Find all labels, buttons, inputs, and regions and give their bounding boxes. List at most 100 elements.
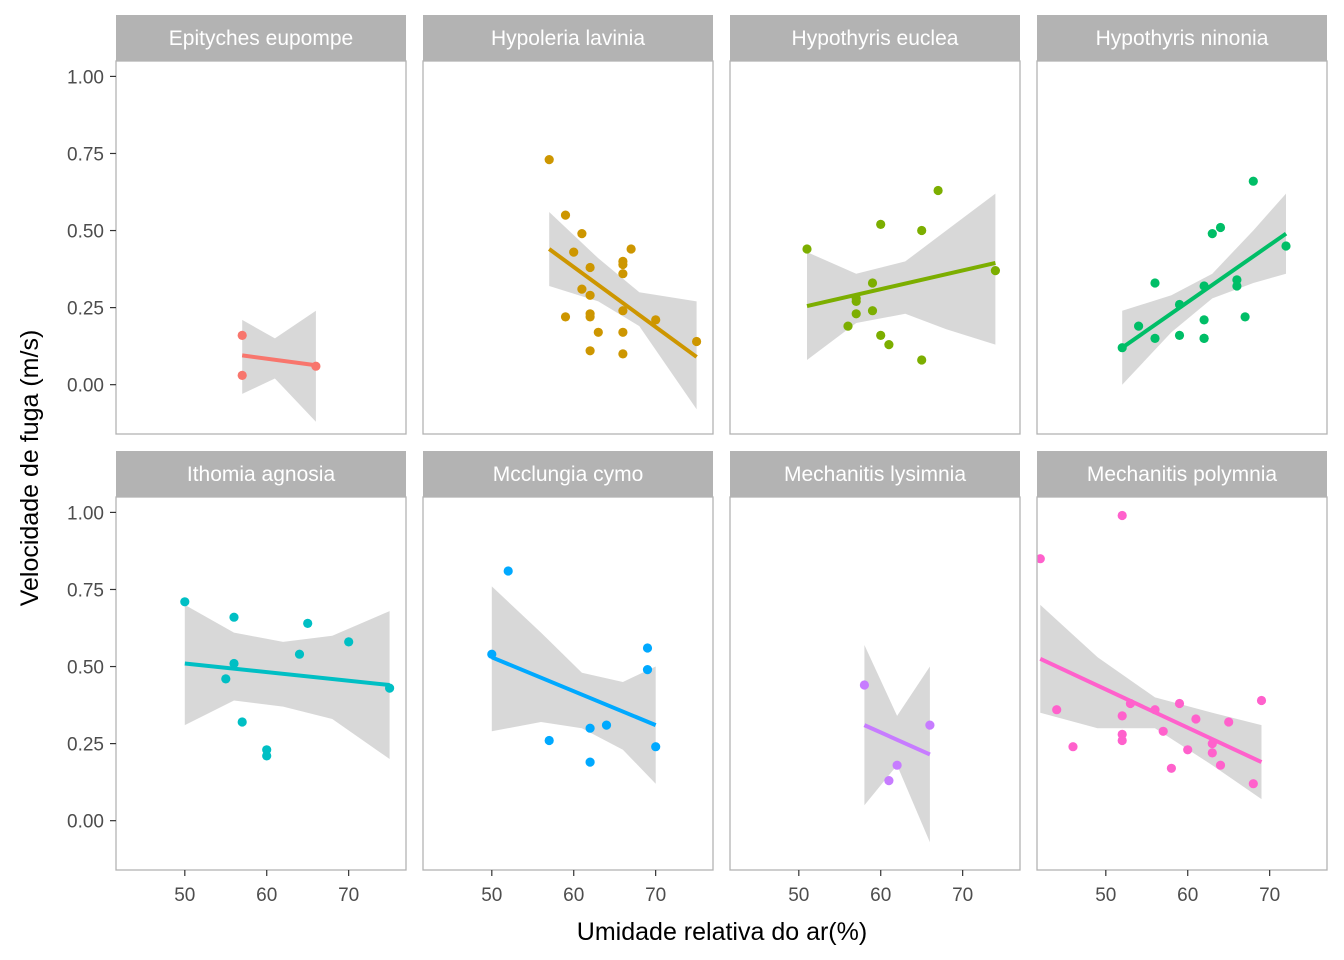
- y-tick-label: 0.25: [67, 299, 104, 320]
- y-tick-label: 0.75: [67, 580, 104, 601]
- data-point: [843, 321, 853, 331]
- facet-panels: Epityches eupompe Hypoleria lavinia Hypoth…: [115, 15, 1328, 871]
- data-point: [1150, 278, 1160, 288]
- data-point: [585, 757, 595, 767]
- regression-line: [863, 723, 931, 757]
- x-tick-label: 50: [1095, 885, 1116, 906]
- strip-label: Hypothyris euclea: [792, 27, 959, 50]
- panel-hypothyris-euclea: Hypothyris euclea: [729, 15, 1021, 435]
- y-axis-title: Velocidade de fuga (m/s): [16, 330, 44, 607]
- data-point: [303, 618, 313, 629]
- x-tick-label: 50: [174, 885, 195, 906]
- data-point: [593, 327, 603, 337]
- data-point: [867, 306, 878, 316]
- data-point: [237, 717, 247, 727]
- data-point: [1191, 714, 1201, 724]
- regression-line: [184, 661, 390, 688]
- y-tick-label: 0.00: [67, 812, 104, 833]
- x-tick-label: 60: [256, 885, 277, 906]
- data-point: [237, 330, 247, 340]
- panel-hypoleria-lavinia: Hypoleria lavinia: [422, 15, 714, 435]
- panel-border: [729, 496, 1021, 871]
- data-point: [651, 315, 661, 325]
- x-tick-label: 60: [563, 885, 584, 906]
- data-point: [577, 229, 587, 239]
- data-point: [1174, 698, 1185, 709]
- data-point: [585, 723, 595, 733]
- data-point: [1248, 779, 1258, 789]
- data-point: [569, 247, 579, 257]
- strip-hypothyris-ninonia: [1037, 15, 1327, 61]
- y-tick-label: 0.00: [67, 376, 104, 397]
- strip-hypoleria-lavinia: [423, 15, 713, 61]
- data-point: [618, 259, 628, 270]
- data-point: [1207, 229, 1217, 239]
- plot-area: [859, 645, 935, 843]
- data-point: [884, 340, 894, 350]
- data-point: [1232, 281, 1242, 291]
- strip-label: Mechanitis polymnia: [1087, 463, 1278, 486]
- data-point: [344, 637, 354, 647]
- data-point: [642, 643, 653, 653]
- plot-area: [237, 310, 321, 422]
- y-tick-label: 0.50: [67, 222, 104, 243]
- panel-border: [1036, 496, 1328, 871]
- panel-border: [1036, 60, 1328, 435]
- data-point: [618, 306, 628, 316]
- regression-line: [491, 655, 657, 727]
- data-point: [1248, 176, 1258, 186]
- plot-area: [544, 155, 702, 410]
- data-point: [585, 262, 595, 273]
- panel-border: [422, 60, 714, 435]
- data-point: [585, 312, 595, 322]
- plot-area: [180, 597, 395, 761]
- data-point: [1150, 333, 1160, 343]
- x-tick-label: 50: [481, 885, 502, 906]
- data-point: [229, 612, 239, 622]
- data-point: [990, 266, 1001, 276]
- data-point: [1207, 748, 1217, 758]
- x-tick-label: 70: [645, 885, 666, 906]
- data-point: [294, 649, 305, 659]
- y-tick-label: 0.25: [67, 735, 104, 756]
- panel-mechanitis-polymnia: Mechanitis polymnia: [1036, 451, 1328, 871]
- data-point: [601, 720, 612, 730]
- data-point: [1117, 735, 1127, 746]
- data-point: [1166, 763, 1176, 773]
- data-point: [1158, 726, 1168, 736]
- strip-label: Mcclungia cymo: [493, 463, 644, 486]
- panel-mcclungia-cymo: Mcclungia cymo: [422, 451, 714, 871]
- data-point: [933, 185, 943, 196]
- strip-label: Hypoleria lavinia: [491, 27, 645, 50]
- plot-area: [487, 566, 661, 784]
- strip-label: Ithomia agnosia: [187, 463, 336, 486]
- data-point: [876, 330, 886, 340]
- data-point: [1174, 330, 1185, 340]
- data-point: [585, 290, 595, 300]
- y-tick-label: 0.50: [67, 658, 104, 679]
- strip-epityches-eupompe: [116, 15, 406, 61]
- regression-line: [1039, 657, 1263, 764]
- data-point: [618, 327, 628, 337]
- data-point: [917, 225, 927, 236]
- data-point: [618, 349, 628, 359]
- panel-mechanitis-lysimnia: Mechanitis lysimnia: [729, 451, 1021, 871]
- regression-line: [241, 353, 317, 368]
- data-point: [1117, 711, 1127, 721]
- data-point: [867, 278, 878, 288]
- strip-label: Epityches eupompe: [169, 27, 353, 50]
- data-point: [1281, 241, 1291, 251]
- data-point: [1199, 333, 1209, 343]
- x-tick-label: 60: [870, 885, 891, 906]
- data-point: [642, 665, 653, 675]
- regression-line: [1121, 231, 1288, 350]
- data-point: [917, 355, 927, 365]
- panel-border: [729, 60, 1021, 435]
- y-tick-label: 1.00: [67, 503, 104, 524]
- plot-area: [1117, 176, 1291, 385]
- data-point: [1215, 760, 1226, 770]
- strip-label: Hypothyris ninonia: [1096, 27, 1269, 50]
- data-point: [503, 566, 513, 576]
- strip-hypothyris-euclea: [730, 15, 1020, 61]
